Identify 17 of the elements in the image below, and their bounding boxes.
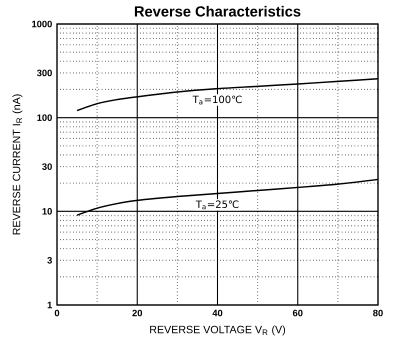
x-axis-title: REVERSE VOLTAGE V$_{R}$ (V) [150, 325, 286, 336]
y-tick-label: 1 [48, 302, 52, 308]
y-tick-label: 3 [47, 257, 52, 264]
y-axis-title: REVERSE CURRENT I$_{R}$ (nA) [12, 94, 22, 234]
y-tick-label: 1000 [32, 20, 52, 28]
annotation: T$_{a}$=100℃ [192, 96, 242, 104]
x-tick-label: 60 [292, 310, 303, 316]
y-tick-label: 300 [36, 70, 52, 76]
y-tick-label: 30 [42, 163, 52, 170]
chart-title: Reverse Characteristics [134, 6, 300, 17]
y-tick-label: 10 [42, 208, 52, 215]
x-tick-label: 20 [132, 310, 142, 316]
x-tick-label: 0 [54, 310, 60, 316]
annotation: T$_{a}$=25℃ [196, 200, 239, 210]
y-tick-label: 100 [37, 114, 52, 121]
x-tick-label: 80 [373, 310, 383, 316]
x-tick-label: 40 [212, 310, 222, 316]
